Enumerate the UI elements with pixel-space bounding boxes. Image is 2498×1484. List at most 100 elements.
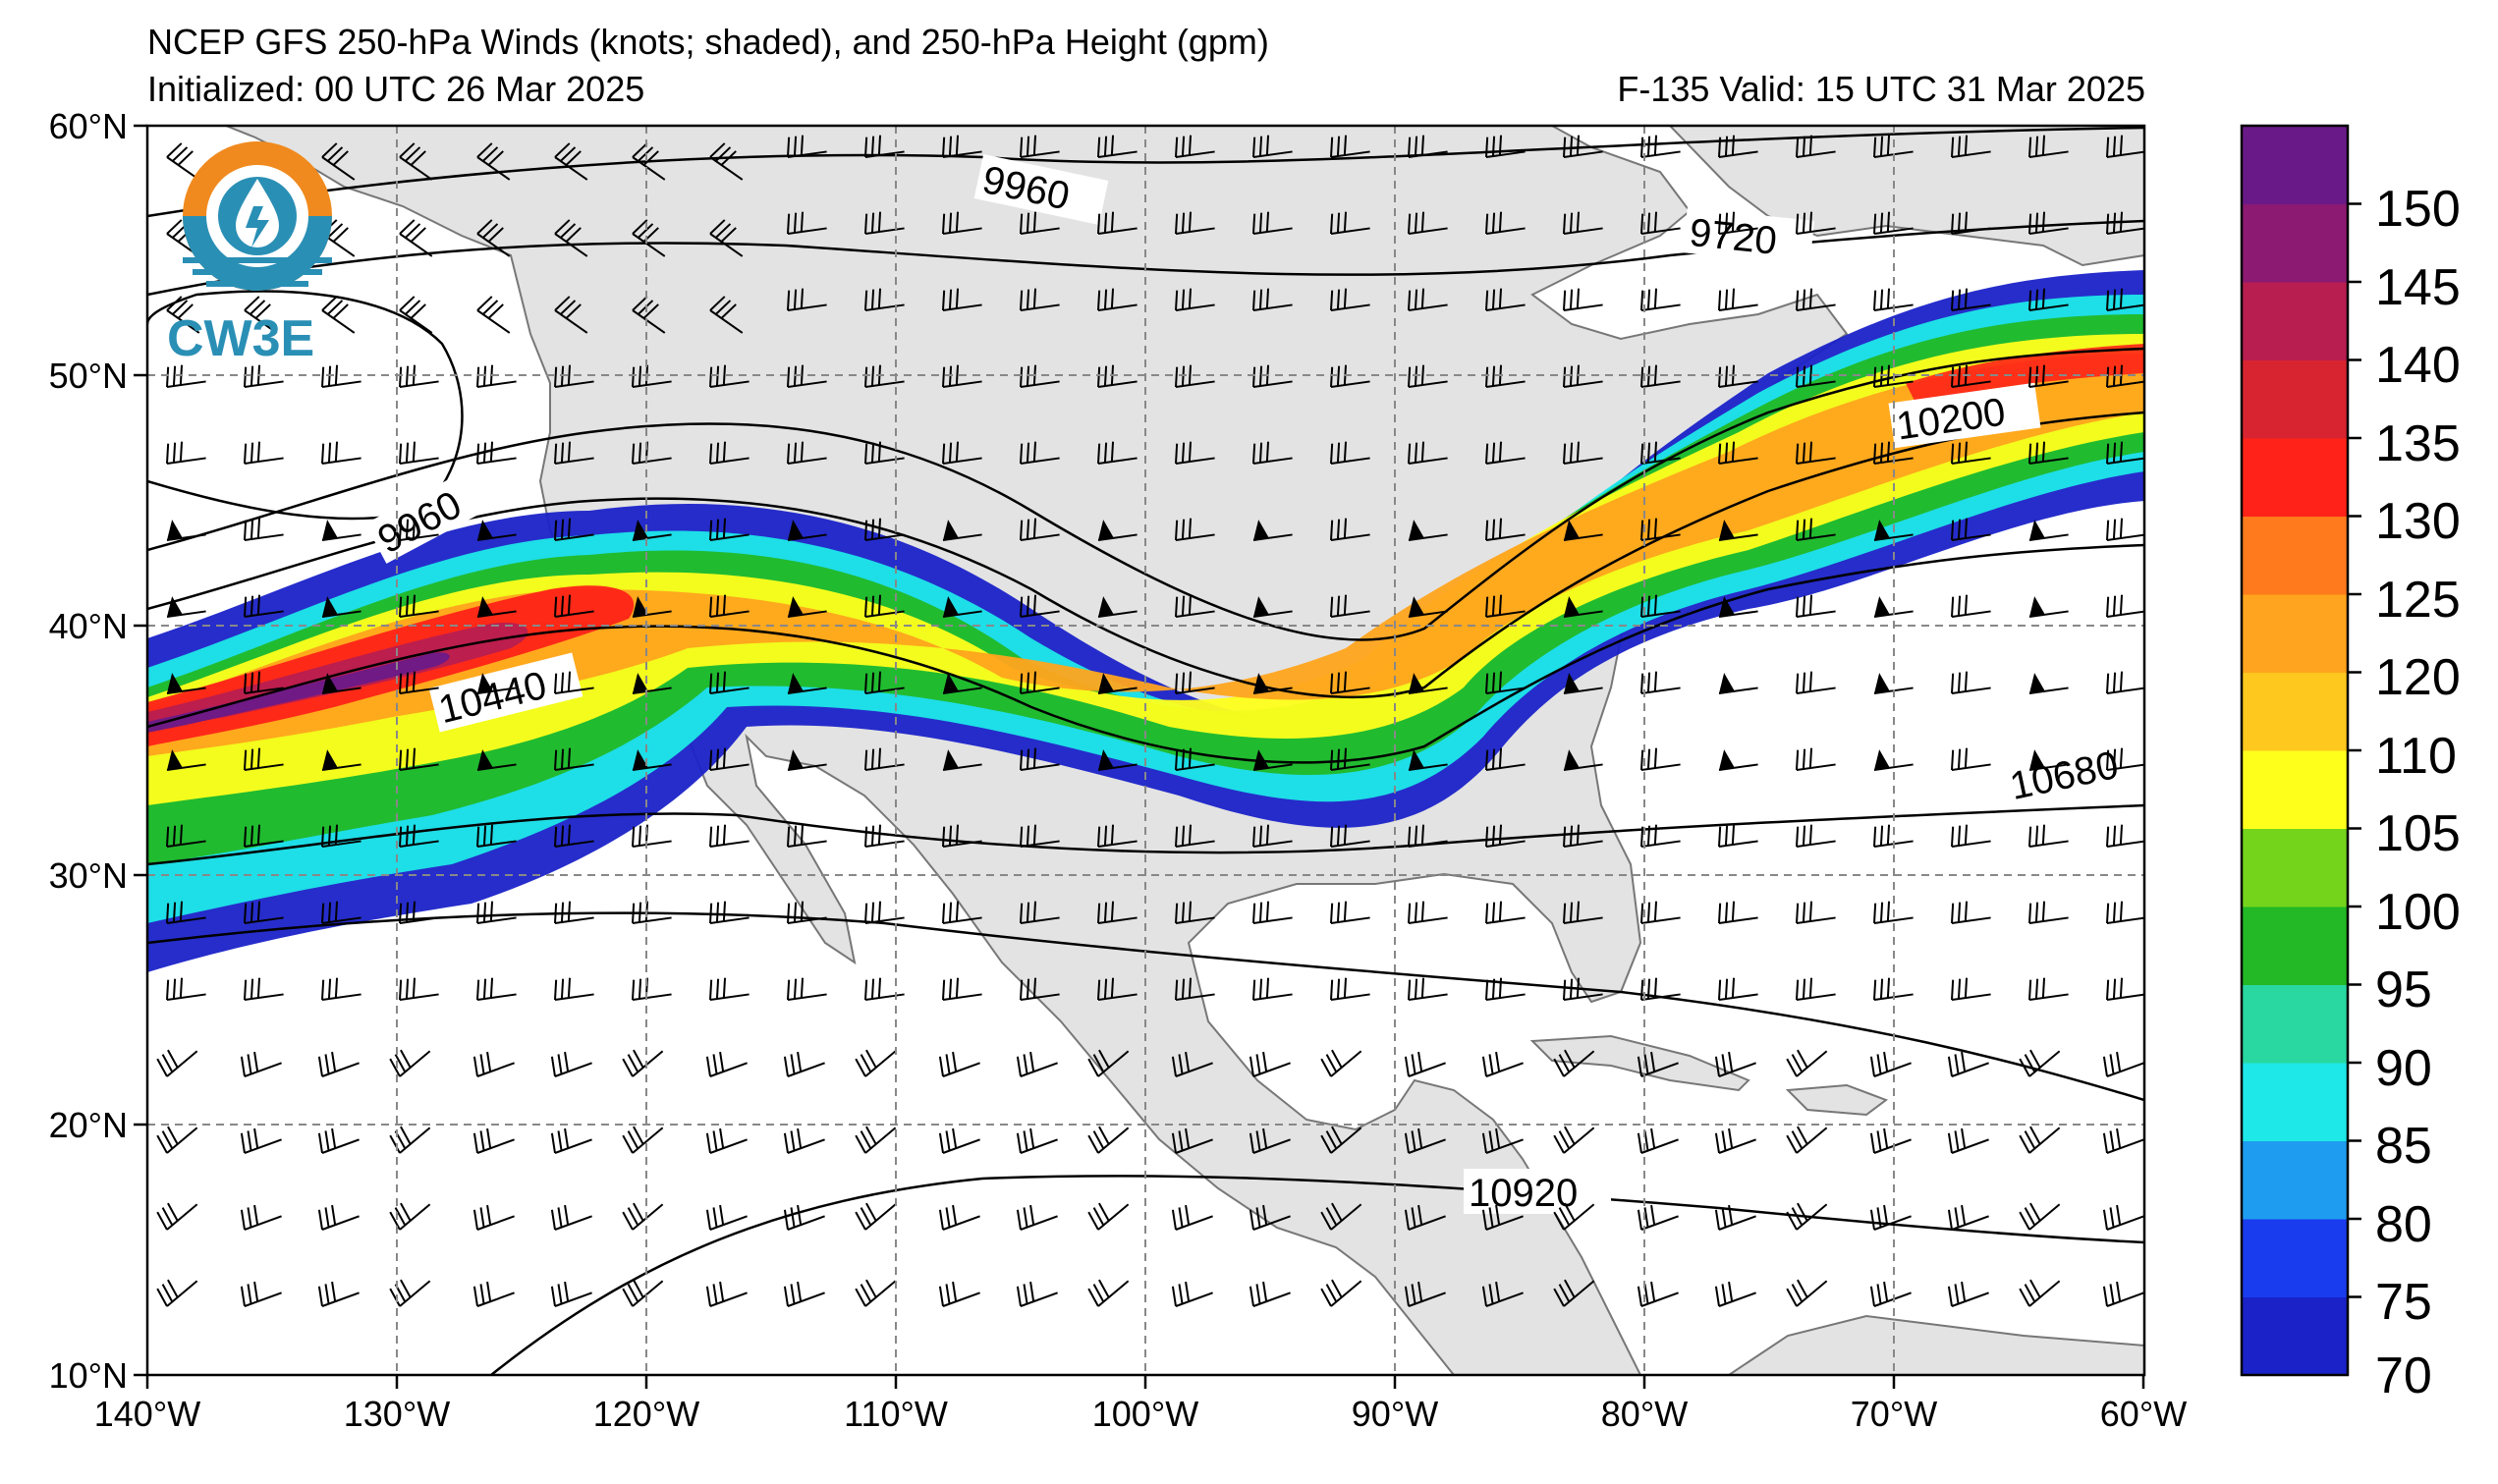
lat-label-20: 20°N <box>49 1105 128 1145</box>
wind-shading-150 <box>147 652 450 733</box>
wind-barb <box>787 288 827 311</box>
lat-label-30: 30°N <box>49 855 128 896</box>
wind-barb <box>1796 901 1836 924</box>
wind-barb <box>1796 824 1836 848</box>
wind-barb <box>864 518 905 541</box>
wind-barb <box>1087 1049 1130 1077</box>
wind-barb <box>783 1281 825 1307</box>
wind-barb <box>1869 1051 1912 1077</box>
wind-barb <box>622 1049 664 1077</box>
wind-barb <box>1408 749 1448 771</box>
wind-barb <box>705 1127 748 1154</box>
wind-barb <box>1404 1204 1446 1231</box>
wind-barb <box>244 518 284 541</box>
wind-barb <box>1640 977 1681 1001</box>
wind-barb <box>942 977 982 1001</box>
wind-barb <box>1481 1281 1524 1307</box>
wind-barb <box>1252 977 1293 1001</box>
wind-barb <box>2106 747 2144 771</box>
wind-barb <box>244 296 278 334</box>
wind-barb <box>244 901 284 924</box>
wind-barb <box>1640 901 1681 924</box>
wind-barb <box>622 1202 664 1231</box>
wind-barb <box>783 1127 825 1154</box>
contour-label-10920: 10920 <box>1469 1172 1578 1215</box>
colorbar-segment <box>2242 907 2348 985</box>
wind-barb <box>864 211 905 235</box>
wind-barb <box>709 296 744 334</box>
cb-label-150: 150 <box>2375 181 2461 238</box>
wind-barb <box>2028 288 2069 311</box>
wind-barb <box>1249 1204 1291 1231</box>
wind-barb <box>1087 1202 1130 1231</box>
wind-barb <box>1020 135 1060 158</box>
wind-barb <box>1873 749 1914 771</box>
wind-barb <box>1947 1281 1989 1307</box>
lat-label-60: 60°N <box>49 106 128 146</box>
wind-barb <box>1175 135 1215 158</box>
wind-barb <box>864 824 905 848</box>
wind-barb <box>864 135 905 158</box>
wind-barb <box>1563 824 1603 848</box>
wind-barb <box>705 1281 748 1307</box>
wind-barb <box>1796 518 1836 541</box>
wind-barb <box>864 671 905 694</box>
wind-barb <box>321 296 356 334</box>
wind-barb <box>1951 288 1991 311</box>
wind-barb <box>1249 1127 1291 1154</box>
colorbar-segment <box>2242 438 2348 517</box>
wind-barb <box>240 1127 282 1154</box>
wind-barb <box>554 142 588 181</box>
wind-barb <box>864 977 905 1001</box>
cb-label-70: 70 <box>2375 1347 2432 1404</box>
wind-barb <box>476 596 517 618</box>
wind-barb <box>1020 747 1060 771</box>
wind-barb <box>783 1204 825 1231</box>
wind-barb <box>2019 1202 2061 1231</box>
wind-barb <box>864 901 905 924</box>
wind-barb <box>787 901 827 924</box>
wind-barb <box>1786 1202 1828 1231</box>
wind-barb <box>632 441 672 465</box>
wind-barb <box>321 596 361 618</box>
wind-barb <box>321 142 356 181</box>
wind-barb <box>787 211 827 235</box>
wind-barb <box>554 901 594 924</box>
wind-barb <box>942 288 982 311</box>
wind-barb <box>156 1126 198 1154</box>
wind-barb <box>1481 1051 1524 1077</box>
wind-barb <box>550 1281 592 1307</box>
wind-barb <box>166 142 200 181</box>
wind-barb <box>1408 520 1448 541</box>
wind-barb <box>1097 135 1138 158</box>
wind-barb <box>787 673 827 694</box>
wind-barb <box>2028 135 2069 158</box>
lon-label-100: 100°W <box>1092 1394 1198 1434</box>
wind-barb <box>1796 135 1836 158</box>
wind-barb <box>321 901 361 924</box>
wind-barb <box>317 1051 360 1077</box>
wind-barb <box>1097 211 1138 235</box>
wind-barb <box>1252 824 1293 848</box>
wind-barb <box>942 824 982 848</box>
wind-barb <box>554 296 588 334</box>
wind-barb <box>1869 1127 1912 1154</box>
wind-barb <box>864 441 905 465</box>
wind-barb <box>1020 518 1060 541</box>
cb-label-80: 80 <box>2375 1196 2432 1253</box>
wind-barb <box>2106 594 2144 618</box>
wind-barb <box>476 901 517 924</box>
colorbar-segment <box>2242 1063 2348 1141</box>
height-contours <box>147 126 2144 1375</box>
wind-barb <box>1951 901 1991 924</box>
wind-barb <box>709 219 744 257</box>
wind-barb <box>1718 977 1758 1001</box>
wind-barb <box>2019 1049 2061 1077</box>
wind-barb <box>1718 596 1758 618</box>
wind-barb <box>2028 441 2069 465</box>
wind-barb <box>1330 518 1370 541</box>
wind-barb <box>472 1281 515 1307</box>
wind-barb <box>317 1204 360 1231</box>
wind-barb <box>476 296 511 334</box>
wind-barb <box>1252 441 1293 465</box>
